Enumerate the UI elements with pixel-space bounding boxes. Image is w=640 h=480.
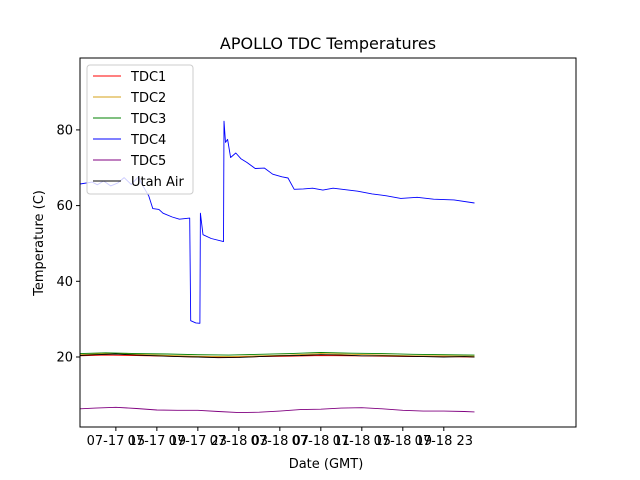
- legend-label: TDC1: [130, 70, 166, 85]
- series-line-tdc2: [79, 353, 475, 358]
- x-tick-label: 07-17 15: [87, 434, 145, 449]
- y-axis: 20 40 60 80: [56, 123, 80, 365]
- x-tick-label: 07-18 07: [251, 434, 309, 449]
- x-tick-label: 07-18 11: [292, 434, 350, 449]
- x-tick-label: 07-18 03: [210, 434, 268, 449]
- series-line-tdc3: [79, 351, 475, 356]
- legend-label: TDC2: [130, 91, 166, 106]
- legend-label: Utah Air: [131, 175, 184, 190]
- legend-label: TDC4: [130, 133, 166, 148]
- series-line-tdc5: [79, 406, 475, 414]
- x-tick-label: 07-17 23: [169, 434, 227, 449]
- x-axis-label: Date (GMT): [289, 457, 364, 472]
- legend-label: TDC3: [130, 112, 166, 127]
- plot-frame: [79, 57, 577, 428]
- y-tick-label: 20: [56, 350, 73, 365]
- y-axis-label: Temperature (C): [32, 190, 47, 297]
- chart-title: APOLLO TDC Temperatures: [220, 34, 436, 53]
- legend-items: TDC1 TDC2 TDC3 TDC4 TDC5 Utah Air: [93, 70, 184, 190]
- y-tick-label: 40: [56, 275, 73, 290]
- x-tick-label: 07-18 15: [333, 434, 391, 449]
- y-tick-label: 60: [56, 199, 73, 214]
- x-tick-label: 07-18 23: [415, 434, 473, 449]
- y-tick-label: 80: [56, 123, 73, 138]
- legend: TDC1 TDC2 TDC3 TDC4 TDC5 Utah Air: [86, 64, 194, 195]
- legend-label: TDC5: [130, 154, 166, 169]
- series-line-utah-air: [79, 353, 475, 359]
- x-tick-label: 07-18 19: [374, 434, 432, 449]
- x-tick-label: 07-17 19: [128, 434, 186, 449]
